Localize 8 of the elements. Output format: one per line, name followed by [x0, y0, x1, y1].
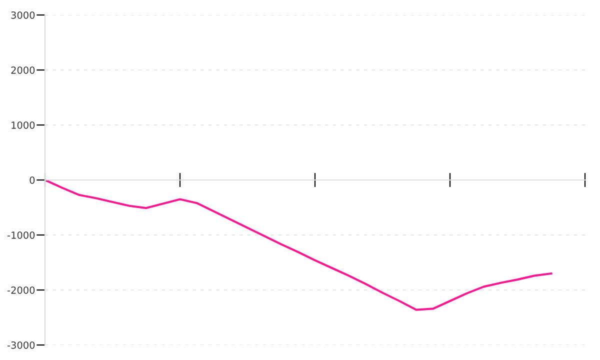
- y-tick-label: -3000: [8, 341, 35, 349]
- y-tick-label: 3000: [11, 11, 35, 19]
- y-tick-label: 2000: [11, 66, 35, 74]
- y-tick-label: 0: [30, 176, 35, 184]
- y-tick-label: -1000: [8, 231, 35, 239]
- y-tick-label: -2000: [8, 286, 35, 294]
- line-series: [45, 178, 552, 311]
- y-tick-label: 1000: [12, 121, 35, 129]
